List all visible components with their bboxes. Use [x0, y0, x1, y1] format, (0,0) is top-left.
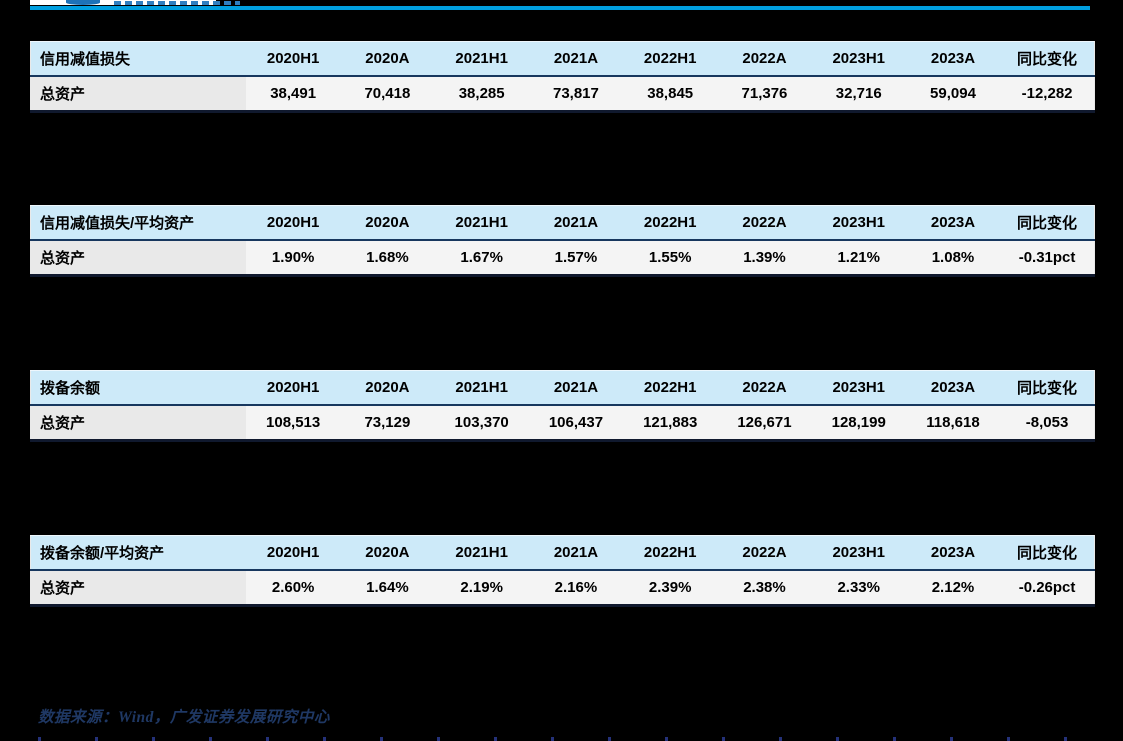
table-row: 总资产 2.60% 1.64% 2.19% 2.16% 2.39% 2.38% … [30, 570, 1096, 607]
cell-value: 2.60% [246, 570, 341, 607]
col-header: 2021H1 [434, 535, 529, 571]
cell-value: 2.33% [811, 570, 906, 607]
col-header: 2021H1 [434, 41, 529, 77]
cell-value: -12,282 [1000, 76, 1096, 113]
cell-value: 2.12% [905, 570, 1001, 607]
table-header-row: 信用减值损失 2020H1 2020A 2021H1 2021A 2022H1 … [30, 41, 1096, 77]
row-label: 总资产 [30, 405, 246, 442]
col-header: 同比变化 [1000, 370, 1096, 406]
logo-globe-icon [66, 0, 100, 5]
cell-value: 2.38% [717, 570, 812, 607]
col-header: 2020A [340, 41, 435, 77]
col-header: 2022A [717, 41, 812, 77]
col-header: 2020H1 [246, 535, 341, 571]
col-header: 2021A [528, 370, 624, 406]
col-header: 同比变化 [1000, 41, 1096, 77]
table-credit-impairment-loss: 信用减值损失 2020H1 2020A 2021H1 2021A 2022H1 … [30, 41, 1096, 113]
cell-value: 38,845 [623, 76, 718, 113]
table-row: 总资产 1.90% 1.68% 1.67% 1.57% 1.55% 1.39% … [30, 240, 1096, 277]
cell-value: 118,618 [905, 405, 1001, 442]
logo-wordmark [114, 1, 240, 5]
col-header: 2023A [905, 205, 1001, 241]
col-header: 2023H1 [811, 41, 906, 77]
row-label: 总资产 [30, 570, 246, 607]
table-header-row: 信用减值损失/平均资产 2020H1 2020A 2021H1 2021A 20… [30, 205, 1096, 241]
col-header: 2022H1 [623, 535, 718, 571]
cell-value: 2.19% [434, 570, 529, 607]
cell-value: 71,376 [717, 76, 812, 113]
cell-value: 70,418 [340, 76, 435, 113]
table-provision-balance: 拨备余额 2020H1 2020A 2021H1 2021A 2022H1 20… [30, 370, 1096, 442]
col-header: 2022H1 [623, 205, 718, 241]
cell-value: 1.68% [340, 240, 435, 277]
cell-value: 1.90% [246, 240, 341, 277]
col-header: 2020H1 [246, 41, 341, 77]
gf-securities-logo-partial [30, 0, 240, 5]
table-header-row: 拨备余额/平均资产 2020H1 2020A 2021H1 2021A 2022… [30, 535, 1096, 571]
col-header: 2021H1 [434, 205, 529, 241]
col-header: 2021H1 [434, 370, 529, 406]
col-header: 2023A [905, 370, 1001, 406]
data-source-note: 数据来源：Wind，广发证券发展研究中心 [38, 709, 330, 726]
col-header: 2021A [528, 205, 624, 241]
table-provision-to-avg-assets: 拨备余额/平均资产 2020H1 2020A 2021H1 2021A 2022… [30, 535, 1096, 607]
cell-value: 59,094 [905, 76, 1001, 113]
cell-value: 1.64% [340, 570, 435, 607]
col-header: 2021A [528, 535, 624, 571]
cell-value: 126,671 [717, 405, 812, 442]
col-header: 2023A [905, 41, 1001, 77]
col-header: 2022A [717, 535, 812, 571]
col-header: 2020H1 [246, 205, 341, 241]
clipped-next-line [38, 737, 1093, 741]
col-header: 2022H1 [623, 41, 718, 77]
cell-value: 1.55% [623, 240, 718, 277]
col-header: 2023A [905, 535, 1001, 571]
cell-value: 103,370 [434, 405, 529, 442]
cell-value: 2.39% [623, 570, 718, 607]
col-header: 2023H1 [811, 535, 906, 571]
row-label: 总资产 [30, 76, 246, 113]
cell-value: -0.26pct [1000, 570, 1096, 607]
col-header: 2020H1 [246, 370, 341, 406]
table-row: 总资产 38,491 70,418 38,285 73,817 38,845 7… [30, 76, 1096, 113]
table-title: 拨备余额 [30, 370, 246, 406]
cell-value: 32,716 [811, 76, 906, 113]
cell-value: 108,513 [246, 405, 341, 442]
cell-value: 1.57% [528, 240, 624, 277]
table-credit-impairment-to-avg-assets: 信用减值损失/平均资产 2020H1 2020A 2021H1 2021A 20… [30, 205, 1096, 277]
table-header-row: 拨备余额 2020H1 2020A 2021H1 2021A 2022H1 20… [30, 370, 1096, 406]
col-header: 2022H1 [623, 370, 718, 406]
table-row: 总资产 108,513 73,129 103,370 106,437 121,8… [30, 405, 1096, 442]
col-header: 2020A [340, 205, 435, 241]
table-title: 信用减值损失/平均资产 [30, 205, 246, 241]
cell-value: 1.39% [717, 240, 812, 277]
cell-value: 1.67% [434, 240, 529, 277]
col-header: 2022A [717, 205, 812, 241]
cell-value: 128,199 [811, 405, 906, 442]
col-header: 2023H1 [811, 205, 906, 241]
cell-value: 1.21% [811, 240, 906, 277]
table-title: 信用减值损失 [30, 41, 246, 77]
cell-value: 106,437 [528, 405, 624, 442]
cell-value: 73,817 [528, 76, 624, 113]
cell-value: -8,053 [1000, 405, 1096, 442]
header-divider-rule [30, 6, 1090, 10]
cell-value: -0.31pct [1000, 240, 1096, 277]
cell-value: 38,285 [434, 76, 529, 113]
col-header: 2022A [717, 370, 812, 406]
cell-value: 73,129 [340, 405, 435, 442]
col-header: 同比变化 [1000, 535, 1096, 571]
cell-value: 38,491 [246, 76, 341, 113]
cell-value: 121,883 [623, 405, 718, 442]
col-header: 2020A [340, 370, 435, 406]
col-header: 2023H1 [811, 370, 906, 406]
col-header: 2020A [340, 535, 435, 571]
col-header: 2021A [528, 41, 624, 77]
cell-value: 2.16% [528, 570, 624, 607]
col-header: 同比变化 [1000, 205, 1096, 241]
table-title: 拨备余额/平均资产 [30, 535, 246, 571]
cell-value: 1.08% [905, 240, 1001, 277]
row-label: 总资产 [30, 240, 246, 277]
